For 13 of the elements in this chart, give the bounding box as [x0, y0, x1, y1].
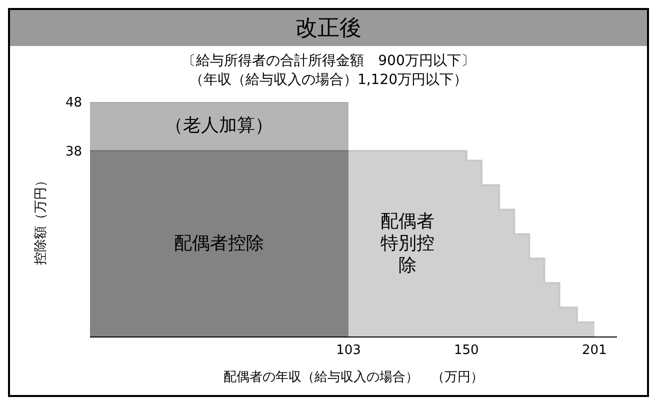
x-tick-label: 103	[336, 343, 361, 358]
series-label: 配偶者特別控除	[379, 210, 436, 277]
series-label: 配偶者控除	[174, 232, 264, 255]
x-axis-title: 配偶者の年収（給与収入の場合） （万円）	[224, 370, 484, 385]
text: （年収（給与収入の場合）1,120万円以下）	[188, 71, 469, 90]
x-tick-label: 201	[582, 343, 607, 358]
y-tick-label: 38	[65, 144, 82, 160]
chart-title: 改正後	[10, 10, 647, 46]
y-tick-label: 48	[65, 96, 82, 111]
y-axis-title: 控除額（万円）	[34, 174, 49, 265]
x-tick-label: 150	[454, 343, 479, 358]
series-label: （老人加算）	[165, 115, 274, 138]
chart-subtitle: 〔給与所得者の合計所得金額 900万円以下〕	[181, 52, 476, 71]
